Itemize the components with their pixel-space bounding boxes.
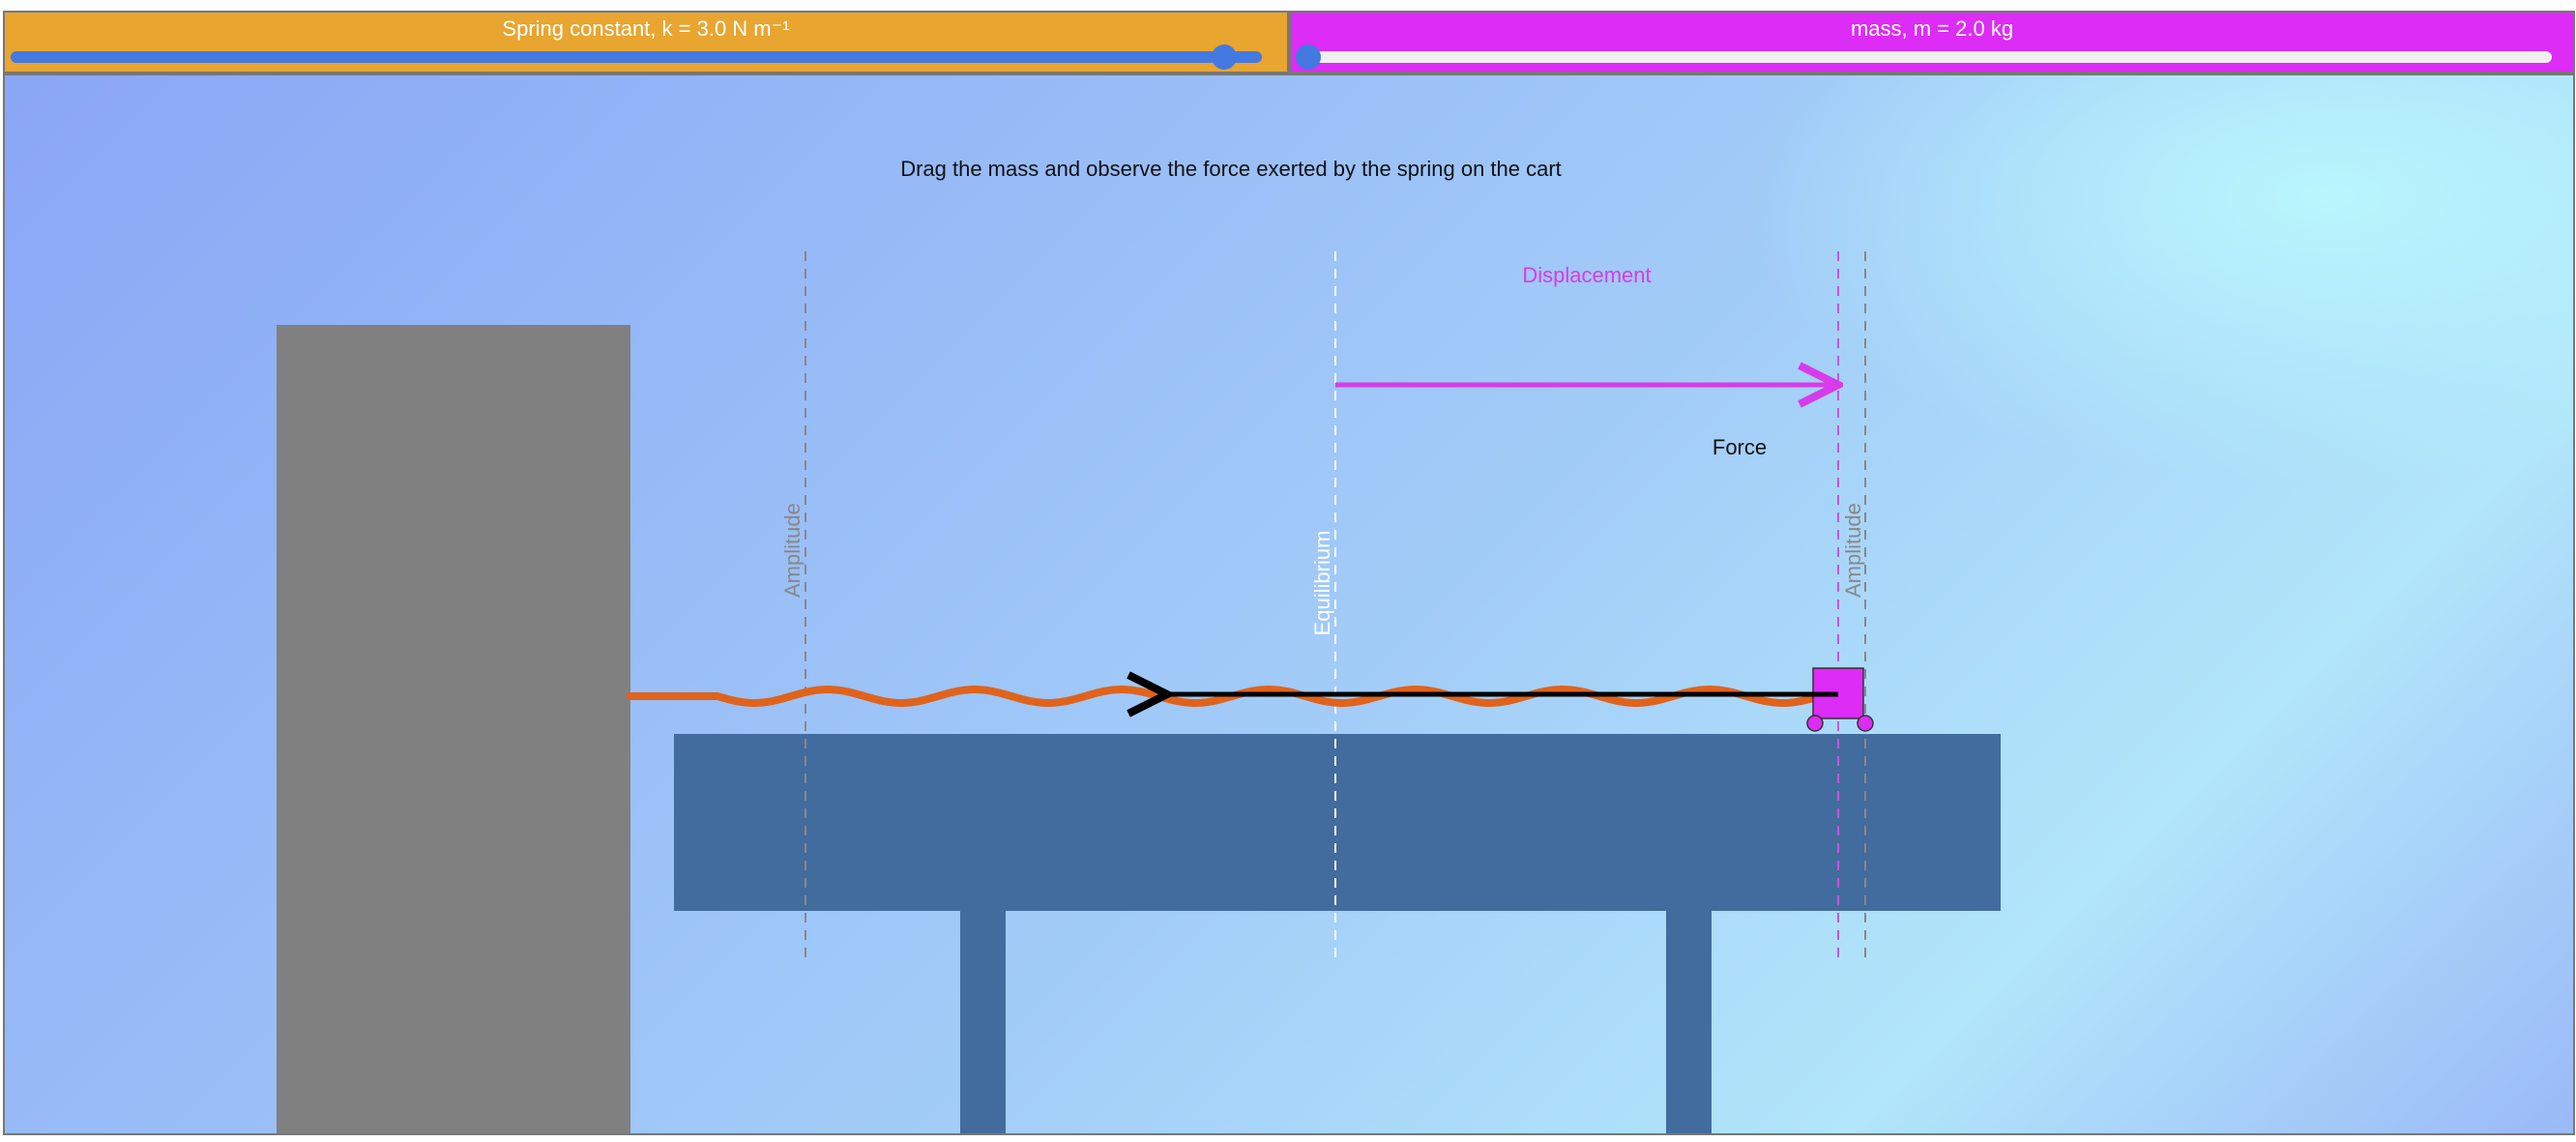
spring [627,686,1816,707]
spring-constant-slider-fill [11,51,1225,63]
mass-slider-track[interactable] [1296,44,2552,70]
amplitude-right-label: Amplitude [1841,503,1865,598]
spring-constant-slider-thumb[interactable] [1212,44,1238,70]
spring-constant-slider-track[interactable] [11,44,1262,70]
table-leg-left [960,911,1006,1133]
force-label: Force [1712,435,1767,459]
cart-wheel-left [1806,715,1824,732]
cart-wheel-right [1857,715,1874,732]
mass-slider-panel: mass, m = 2.0 kg [1289,11,2575,73]
wall [277,325,630,1133]
simulation-stage: Drag the mass and observe the force exer… [3,73,2575,1135]
mass-slider-thumb[interactable] [1296,44,1321,70]
table-top [674,734,2001,911]
cart[interactable] [1806,667,1874,732]
mass-label: mass, m = 2.0 kg [1850,16,2014,41]
table-leg-right [1666,911,1712,1133]
spring-constant-label: Spring constant, k = 3.0 N m⁻¹ [502,16,790,41]
simulation-canvas: Drag the mass and observe the force exer… [277,157,2001,1133]
instruction-text: Drag the mass and observe the force exer… [900,157,1562,181]
spring-constant-slider-panel: Spring constant, k = 3.0 N m⁻¹ [3,11,1289,73]
equilibrium-label: Equilibrium [1310,531,1334,636]
amplitude-left-label: Amplitude [780,503,805,598]
displacement-label: Displacement [1522,263,1651,287]
